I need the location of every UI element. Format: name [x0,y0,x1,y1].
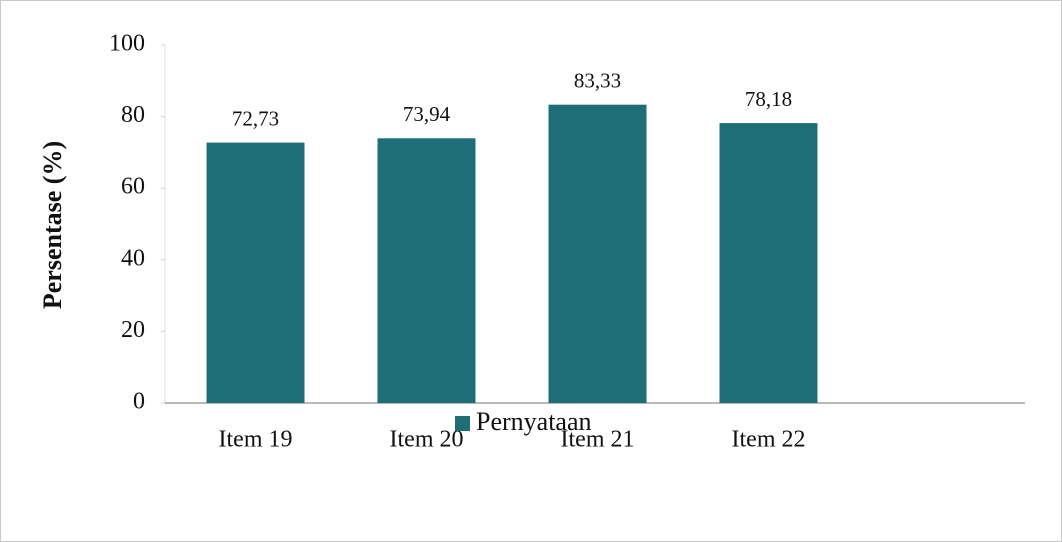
bar [548,104,647,404]
value-label: 78,18 [745,87,792,111]
bar [719,123,818,403]
x-tick-label: Item 19 [219,427,293,453]
y-tick-label: 40 [121,245,145,271]
bar [206,142,305,404]
y-tick-label: 100 [109,31,145,57]
value-label: 72,73 [232,106,279,130]
legend-swatch [455,416,470,431]
y-tick-label: 0 [133,389,145,415]
x-tick-label: Item 22 [732,427,806,453]
y-tick-label: 20 [121,317,145,343]
y-tick-label: 60 [121,174,145,200]
value-label: 73,94 [403,102,451,126]
y-axis-title: Persentase (%) [38,141,67,309]
bar [377,138,476,403]
value-label: 83,33 [574,68,621,92]
x-tick-label: Item 20 [390,427,464,453]
x-tick-label: Item 21 [561,427,635,453]
y-tick-label: 80 [121,102,145,128]
legend-label: Pernyataan [476,407,592,436]
